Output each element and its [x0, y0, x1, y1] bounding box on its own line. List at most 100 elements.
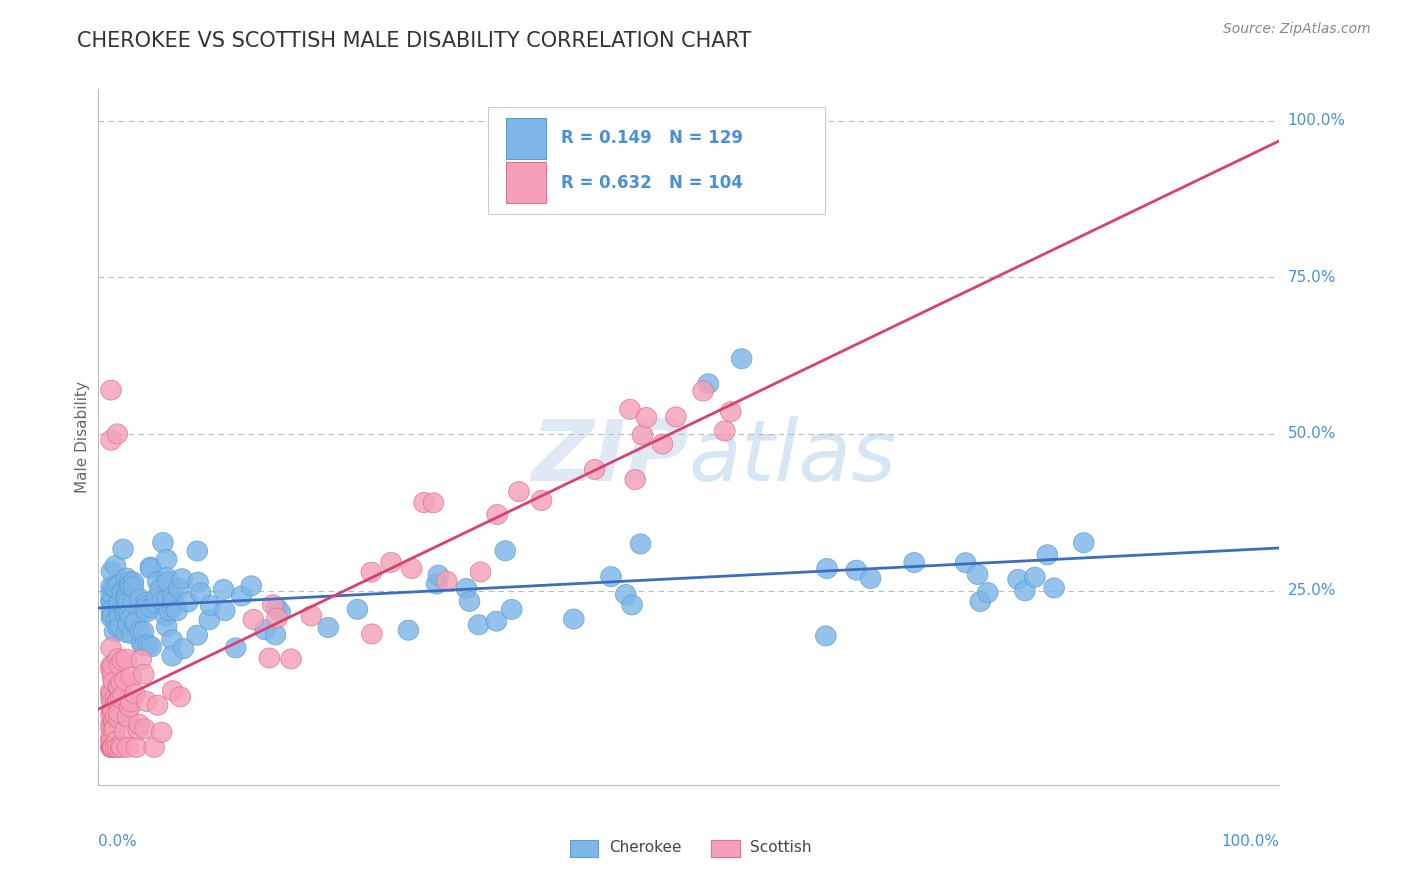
Ellipse shape [104, 719, 125, 739]
Ellipse shape [108, 607, 129, 627]
Ellipse shape [101, 600, 121, 621]
Text: R = 0.149   N = 129: R = 0.149 N = 129 [561, 129, 744, 147]
Ellipse shape [111, 673, 132, 692]
Ellipse shape [115, 598, 136, 617]
Ellipse shape [108, 656, 129, 675]
Ellipse shape [101, 380, 121, 401]
Ellipse shape [163, 592, 184, 612]
Ellipse shape [127, 738, 146, 757]
Ellipse shape [103, 699, 124, 720]
Ellipse shape [169, 578, 188, 599]
Ellipse shape [107, 617, 128, 637]
Ellipse shape [108, 690, 128, 711]
Ellipse shape [120, 572, 141, 591]
Ellipse shape [153, 533, 173, 552]
Ellipse shape [157, 590, 177, 609]
Ellipse shape [112, 686, 134, 706]
Ellipse shape [132, 634, 152, 654]
Ellipse shape [115, 671, 135, 690]
Ellipse shape [413, 492, 434, 513]
Ellipse shape [1038, 545, 1057, 565]
Ellipse shape [361, 562, 381, 582]
Ellipse shape [108, 676, 128, 697]
Ellipse shape [225, 638, 246, 658]
Ellipse shape [1008, 569, 1028, 590]
Ellipse shape [398, 620, 419, 640]
Ellipse shape [121, 667, 142, 687]
Ellipse shape [101, 576, 121, 597]
Ellipse shape [152, 723, 172, 742]
Ellipse shape [107, 731, 127, 751]
Ellipse shape [495, 541, 516, 561]
Ellipse shape [103, 667, 122, 688]
Ellipse shape [436, 571, 457, 591]
Text: atlas: atlas [689, 417, 897, 500]
Ellipse shape [232, 586, 252, 606]
Ellipse shape [977, 582, 998, 603]
FancyBboxPatch shape [506, 162, 546, 203]
Ellipse shape [101, 698, 122, 718]
Ellipse shape [103, 721, 124, 740]
Text: R = 0.632   N = 104: R = 0.632 N = 104 [561, 174, 744, 192]
Ellipse shape [105, 578, 127, 598]
Ellipse shape [156, 549, 177, 569]
Ellipse shape [162, 681, 183, 701]
Ellipse shape [101, 719, 121, 739]
Ellipse shape [200, 609, 219, 630]
Ellipse shape [134, 599, 155, 620]
Ellipse shape [152, 591, 173, 611]
Ellipse shape [101, 561, 122, 582]
Ellipse shape [187, 541, 208, 561]
Ellipse shape [301, 606, 322, 626]
Ellipse shape [470, 562, 491, 582]
Ellipse shape [104, 712, 124, 731]
Ellipse shape [108, 708, 129, 729]
Ellipse shape [509, 482, 529, 501]
Ellipse shape [118, 605, 139, 624]
Ellipse shape [159, 600, 180, 621]
Ellipse shape [117, 589, 136, 608]
Ellipse shape [107, 738, 128, 757]
Ellipse shape [970, 591, 991, 612]
Ellipse shape [162, 630, 183, 650]
Ellipse shape [636, 408, 657, 427]
Ellipse shape [167, 600, 187, 621]
Ellipse shape [456, 579, 477, 599]
Ellipse shape [259, 648, 280, 668]
Ellipse shape [141, 558, 160, 579]
Ellipse shape [101, 738, 122, 757]
Text: Cherokee: Cherokee [609, 840, 681, 855]
Ellipse shape [347, 599, 368, 619]
Ellipse shape [103, 692, 122, 712]
Ellipse shape [101, 714, 121, 734]
Ellipse shape [423, 492, 444, 513]
Ellipse shape [129, 622, 150, 641]
Ellipse shape [112, 539, 134, 559]
Ellipse shape [101, 591, 121, 611]
Ellipse shape [129, 714, 149, 734]
Ellipse shape [125, 684, 145, 704]
Text: Source: ZipAtlas.com: Source: ZipAtlas.com [1223, 22, 1371, 37]
Ellipse shape [136, 592, 157, 612]
Ellipse shape [124, 572, 143, 592]
Ellipse shape [101, 738, 121, 757]
Ellipse shape [240, 576, 262, 596]
Ellipse shape [630, 534, 651, 554]
Ellipse shape [103, 711, 124, 731]
Ellipse shape [125, 612, 146, 632]
Ellipse shape [585, 459, 605, 480]
Ellipse shape [146, 587, 167, 607]
Ellipse shape [118, 615, 139, 635]
Ellipse shape [162, 646, 183, 666]
Ellipse shape [125, 614, 145, 633]
Ellipse shape [105, 688, 125, 707]
Ellipse shape [143, 738, 165, 757]
Ellipse shape [103, 738, 122, 757]
Ellipse shape [136, 596, 157, 616]
Ellipse shape [156, 567, 177, 588]
Ellipse shape [200, 595, 221, 615]
Ellipse shape [104, 718, 125, 738]
Text: 75.0%: 75.0% [1288, 269, 1336, 285]
Ellipse shape [633, 425, 652, 445]
Ellipse shape [101, 659, 121, 680]
